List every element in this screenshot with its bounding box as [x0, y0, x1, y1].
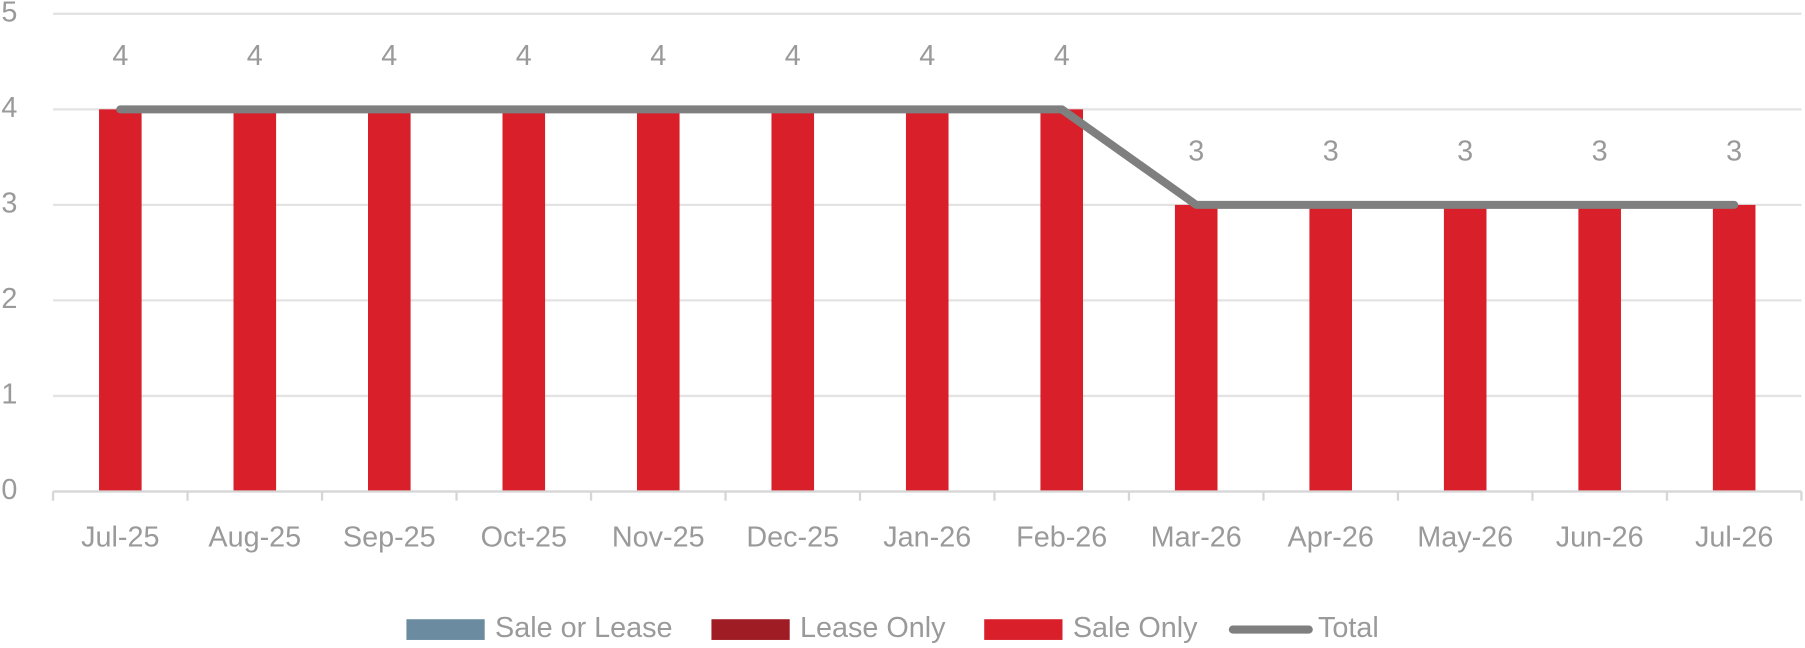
y-tick-label: 0 — [1, 474, 17, 506]
bar — [1174, 204, 1218, 492]
bars — [99, 109, 1756, 492]
bar — [99, 109, 142, 492]
bar — [368, 109, 411, 492]
data-label: 4 — [381, 40, 397, 72]
legend-label: Total — [1318, 612, 1379, 644]
bar — [1309, 204, 1353, 492]
legend: Sale or Lease Lease Only Sale Only Total — [406, 612, 1379, 644]
y-tick-label: 1 — [1, 379, 17, 411]
line — [116, 105, 1739, 209]
x-tick-label: Dec-25 — [746, 521, 839, 553]
x-tick-label: Mar-26 — [1151, 521, 1242, 553]
x-tick-label: Jan-26 — [883, 521, 971, 553]
data-label: 3 — [1188, 136, 1204, 168]
legend-swatch — [406, 619, 485, 640]
data-label: 3 — [1457, 136, 1473, 168]
data-label: 4 — [650, 40, 666, 72]
bar — [771, 109, 815, 492]
legend-swatch — [711, 619, 790, 640]
x-tick-label: Feb-26 — [1016, 521, 1107, 553]
legend-label: Sale Only — [1073, 612, 1198, 644]
x-tick-label: Jul-25 — [81, 521, 159, 553]
data-label: 3 — [1726, 136, 1742, 168]
x-tick-label: May-26 — [1417, 521, 1513, 553]
x-tick-label: Aug-25 — [208, 521, 301, 553]
bar — [1040, 109, 1084, 492]
x-axis: Jul-25 Aug-25 Sep-25 Oct-25 Nov-25 Dec-25 Jan-… — [51, 490, 1803, 553]
bar — [1712, 204, 1756, 492]
data-label: 4 — [1054, 40, 1070, 72]
y-tick-label: 3 — [1, 187, 17, 219]
x-tick-label: Sep-25 — [343, 521, 436, 553]
y-tick-label: 2 — [1, 283, 17, 315]
y-tick-label: 5 — [1, 0, 17, 28]
data-label: 3 — [1592, 136, 1608, 168]
x-tick-label: Jun-26 — [1556, 521, 1644, 553]
bar — [636, 109, 680, 492]
x-tick-label: Apr-26 — [1288, 521, 1374, 553]
legend-swatch — [984, 619, 1063, 640]
data-label: 4 — [516, 40, 532, 72]
y-tick-label: 4 — [1, 92, 17, 124]
x-tick-label: Nov-25 — [612, 521, 705, 553]
data-label: 4 — [112, 40, 128, 72]
x-tick-label: Jul-26 — [1695, 521, 1773, 553]
bar — [1578, 204, 1621, 492]
legend-label: Sale or Lease — [495, 612, 673, 644]
bar — [233, 109, 277, 492]
bar — [1443, 204, 1487, 492]
x-tick-label: Oct-25 — [481, 521, 567, 553]
bar — [905, 109, 949, 492]
lines: 4 4 4 4 4 4 4 4 3 3 3 3 3 — [112, 40, 1742, 209]
data-label: 4 — [247, 40, 263, 72]
data-label: 4 — [919, 40, 935, 72]
data-label: 3 — [1323, 136, 1339, 168]
legend-label: Lease Only — [800, 612, 946, 644]
data-label: 4 — [785, 40, 801, 72]
bar — [502, 109, 546, 492]
